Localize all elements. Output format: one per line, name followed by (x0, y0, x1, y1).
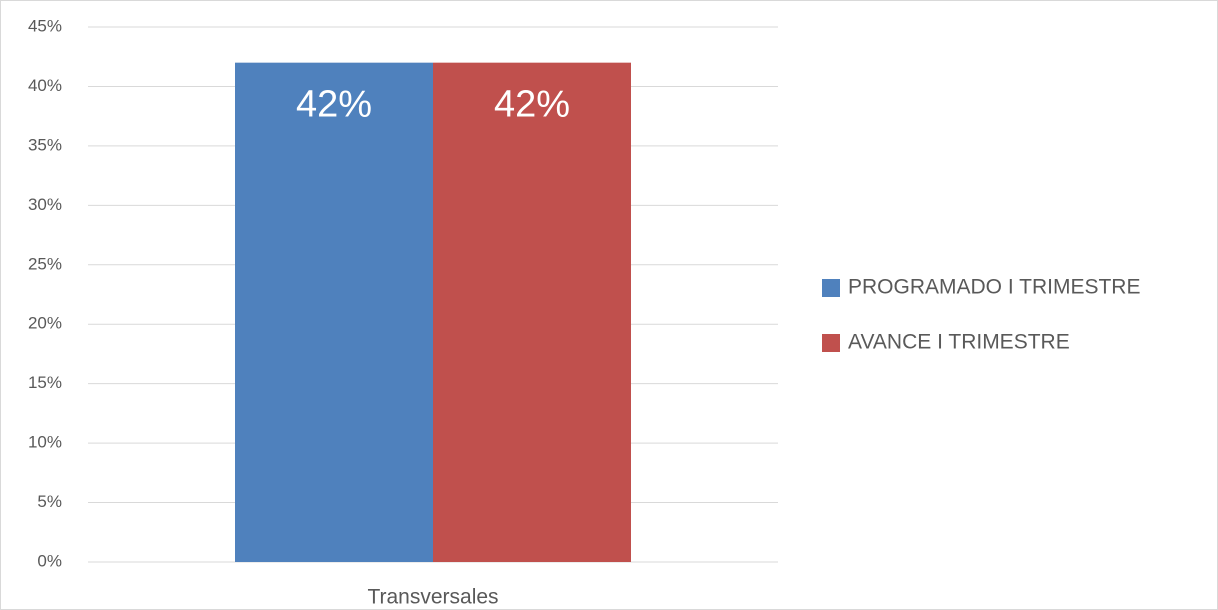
y-tick-label: 25% (28, 254, 62, 273)
y-tick-label: 45% (28, 16, 62, 35)
x-tick-label: Transversales (367, 586, 498, 609)
bar (433, 62, 631, 563)
y-tick-label: 10% (28, 433, 62, 452)
y-tick-label: 35% (28, 135, 62, 154)
data-label: 42% (296, 84, 372, 126)
legend-swatch (822, 334, 840, 352)
y-tick-label: 0% (37, 551, 62, 570)
bar (235, 62, 433, 563)
y-tick-label: 40% (28, 76, 62, 95)
legend-label: AVANCE I TRIMESTRE (848, 331, 1070, 354)
legend-swatch (822, 279, 840, 297)
y-tick-label: 20% (28, 314, 62, 333)
y-tick-label: 15% (28, 373, 62, 392)
data-label: 42% (494, 84, 570, 126)
y-tick-label: 5% (37, 492, 62, 511)
legend-label: PROGRAMADO I TRIMESTRE (848, 276, 1140, 299)
y-tick-label: 30% (28, 195, 62, 214)
